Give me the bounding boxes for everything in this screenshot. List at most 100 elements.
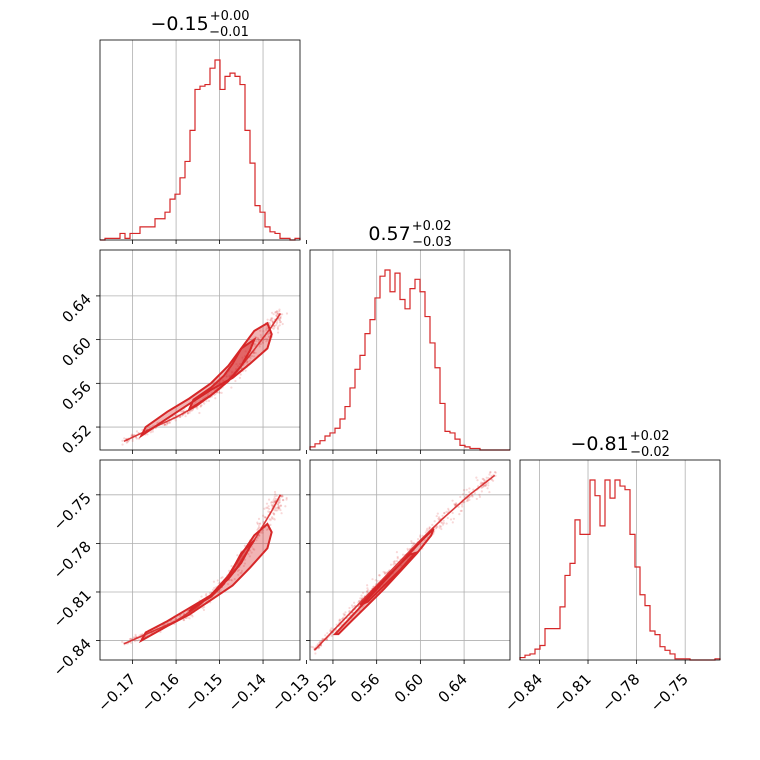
sample-point [442, 521, 446, 525]
sample-point [237, 568, 241, 572]
sample-point [451, 511, 454, 515]
sample-point [243, 544, 247, 547]
sample-point [481, 486, 484, 489]
sample-point [259, 342, 263, 346]
sample-point [202, 608, 206, 612]
sample-point [475, 497, 478, 501]
sample-point [326, 632, 329, 635]
sample-point [273, 495, 276, 498]
sample-point [419, 534, 422, 537]
sample-point [284, 505, 287, 508]
sample-point [277, 503, 280, 507]
sample-point [441, 523, 445, 526]
sample-point [270, 319, 273, 322]
x-tick-label: −0.75 [647, 670, 692, 715]
sample-point [249, 356, 252, 360]
sample-point [454, 503, 457, 506]
sample-point [344, 611, 347, 614]
sample-point [163, 423, 166, 426]
sample-point [258, 534, 261, 537]
sample-point [186, 411, 189, 415]
sample-point [248, 555, 251, 558]
sample-point [151, 430, 154, 433]
sample-point [488, 473, 491, 476]
sample-point [239, 373, 242, 376]
sample-point [199, 405, 202, 408]
x-tick-label: 0.60 [391, 670, 427, 706]
sample-point [130, 433, 133, 436]
sample-point [275, 322, 278, 325]
sample-point [447, 509, 450, 512]
sample-point [230, 565, 233, 568]
sample-point [166, 422, 169, 425]
sample-point [247, 552, 250, 556]
sample-point [123, 437, 126, 440]
sample-point [359, 597, 362, 600]
sample-point [276, 312, 279, 315]
sample-point [330, 627, 333, 630]
sample-point [242, 564, 245, 568]
sample-point [263, 507, 266, 510]
sample-point [487, 476, 490, 480]
sample-point [272, 517, 275, 520]
title-lower-error: −0.01 [209, 25, 249, 40]
sample-point [342, 616, 345, 619]
sample-point [276, 313, 279, 316]
sample-point [182, 409, 185, 412]
sample-point [259, 333, 262, 337]
sample-point [441, 521, 444, 525]
sample-point [485, 482, 488, 486]
sample-point [208, 592, 211, 595]
sample-point [250, 551, 253, 554]
sample-point [460, 509, 463, 512]
sample-point [268, 518, 271, 521]
sample-point [265, 340, 268, 343]
sample-point [465, 499, 469, 503]
sample-point [256, 536, 259, 540]
x-tick-label: −0.81 [550, 670, 595, 715]
sample-point [419, 535, 422, 538]
axes-frame [309, 459, 511, 661]
sample-point [459, 509, 462, 513]
sample-point [440, 521, 443, 524]
sample-point [279, 504, 283, 507]
sample-point [383, 572, 386, 575]
sample-point [438, 518, 441, 521]
sample-point [159, 630, 162, 634]
sample-point [465, 493, 468, 496]
sample-point [255, 539, 258, 542]
sample-point [263, 515, 266, 519]
sample-point [227, 569, 231, 572]
sample-point [484, 483, 488, 487]
sample-point [366, 587, 369, 590]
title-lower-error: −0.03 [412, 235, 452, 250]
sample-point [130, 641, 133, 645]
x-tick-label: −0.14 [225, 670, 270, 715]
sample-point [371, 578, 374, 581]
sample-point [200, 404, 203, 407]
sample-point [342, 612, 345, 615]
sample-point [396, 557, 399, 560]
sample-point [321, 637, 324, 641]
sample-point [244, 369, 247, 372]
sample-point [451, 521, 454, 524]
sample-point [230, 386, 233, 389]
sample-point [343, 614, 346, 617]
sample-point [273, 490, 277, 494]
sample-point [273, 326, 276, 329]
sample-point [479, 481, 483, 484]
sample-point [445, 522, 448, 525]
sample-point [255, 340, 258, 343]
sample-point [188, 411, 191, 414]
sample-point [174, 419, 177, 422]
sample-point [277, 501, 281, 504]
sample-point [353, 605, 356, 608]
sample-point [314, 652, 317, 655]
sample-point [205, 592, 208, 596]
sample-point [132, 636, 136, 639]
y-tick-label: −0.75 [50, 489, 95, 534]
sample-point [261, 514, 265, 517]
sample-point [271, 504, 274, 507]
sample-point [360, 594, 363, 597]
sample-point [329, 628, 332, 632]
